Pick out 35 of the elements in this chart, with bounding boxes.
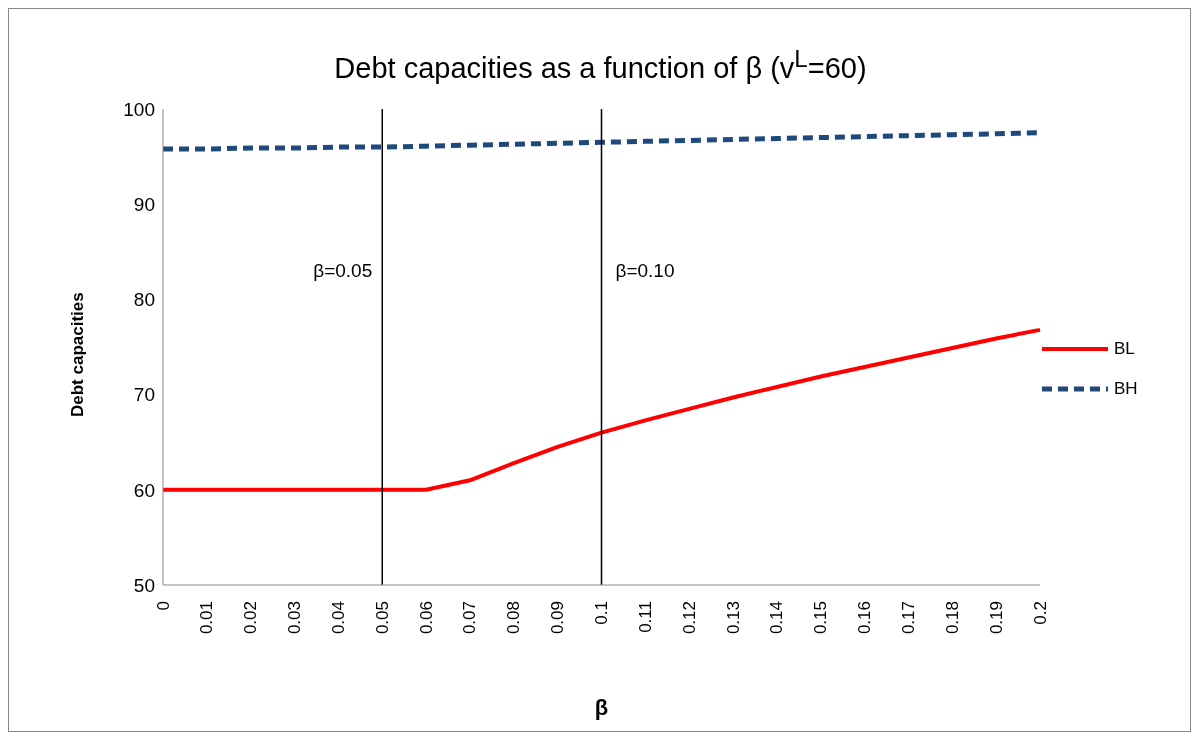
line-series <box>161 327 1042 492</box>
x-tick-label: 0.09 <box>548 601 568 635</box>
x-tick-label: 0.13 <box>723 601 743 635</box>
x-tick-label: 0.01 <box>197 601 217 635</box>
legend-label: BH <box>1114 379 1138 399</box>
ref-line-label: β=0.05 <box>313 260 373 281</box>
chart-title: Debt capacities as a function of β (v$^{L}$=60) <box>333 45 868 85</box>
x-tick-label: 0.16 <box>855 601 875 635</box>
y-tick-label: 90 <box>133 193 155 215</box>
x-tick-label: 0.1 <box>592 601 611 625</box>
x-tick-label: 0.12 <box>679 601 699 635</box>
y-tick-label: 50 <box>133 574 155 596</box>
y-tick-label: 70 <box>133 384 155 406</box>
x-tick-label: 0.05 <box>372 601 392 635</box>
ref-line-label: β=0.10 <box>615 260 675 281</box>
x-tick-label: 0.19 <box>986 601 1006 635</box>
y-tick-label: 60 <box>133 479 155 501</box>
x-tick-label: 0.14 <box>767 601 787 635</box>
x-axis-title: β <box>594 695 609 720</box>
y-axis-title: Debt capacities <box>68 292 88 417</box>
x-tick-label: 0.15 <box>811 601 831 635</box>
x-tick-label: 0.18 <box>942 601 962 635</box>
y-tick-label: 100 <box>123 98 155 120</box>
x-tick-label: 0.17 <box>898 601 918 635</box>
x-tick-label: 0.08 <box>504 601 524 635</box>
x-tick-label: 0.2 <box>1030 601 1050 625</box>
legend-label: BL <box>1114 339 1135 359</box>
x-tick-label: 0.03 <box>285 601 305 635</box>
x-tick-label: 0 <box>153 601 173 611</box>
y-tick-label: 80 <box>133 289 155 311</box>
x-tick-label: 0.04 <box>328 601 348 635</box>
x-tick-label: 0.07 <box>460 601 480 635</box>
x-tick-label: 0.06 <box>416 601 436 635</box>
x-tick-label: 0.11 <box>635 601 655 633</box>
x-tick-label: 0.02 <box>241 601 261 635</box>
